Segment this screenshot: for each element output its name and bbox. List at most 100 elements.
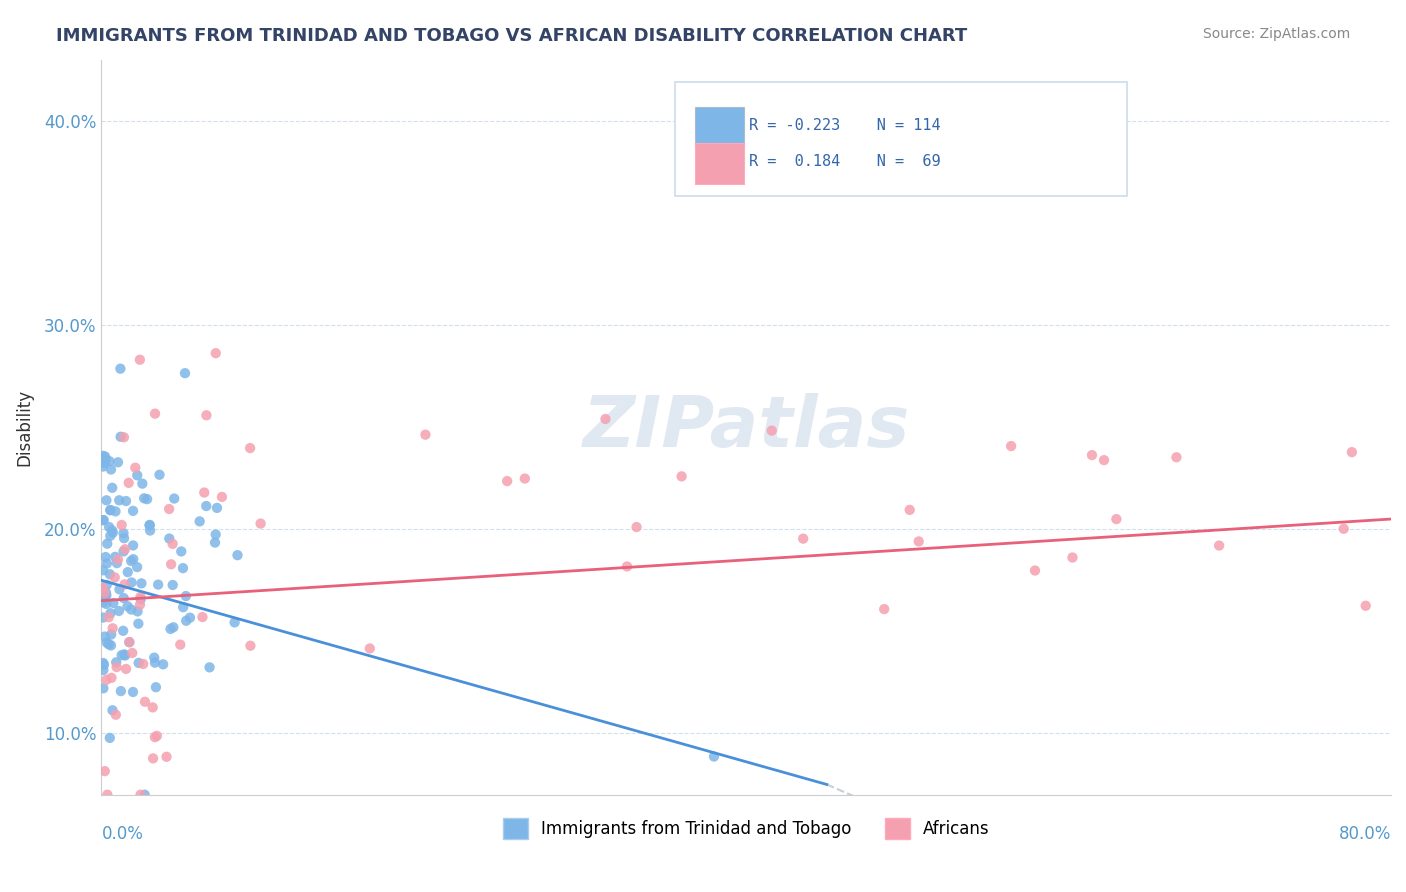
Point <box>136 492 159 507</box>
Point <box>110 684 132 698</box>
Text: R = -0.223    N = 114: R = -0.223 N = 114 <box>749 119 941 133</box>
Point <box>100 607 122 621</box>
Point <box>134 491 156 506</box>
Point <box>616 559 638 574</box>
Point <box>91 581 114 595</box>
Point <box>93 630 115 644</box>
Point <box>249 516 271 531</box>
Point <box>1092 453 1115 467</box>
Point <box>101 621 124 635</box>
Point <box>138 517 160 532</box>
Point <box>198 660 221 674</box>
Point <box>94 549 117 564</box>
Point <box>131 476 153 491</box>
Point <box>1340 445 1362 459</box>
Point <box>142 751 165 765</box>
Point <box>143 656 166 670</box>
Point <box>122 504 145 518</box>
Point <box>91 563 114 577</box>
Point <box>138 518 160 533</box>
Point <box>111 648 134 662</box>
Point <box>112 430 135 444</box>
Point <box>98 503 121 517</box>
Point <box>120 602 142 616</box>
Point <box>204 535 226 549</box>
Point <box>703 749 725 764</box>
Point <box>91 459 114 474</box>
Point <box>239 441 262 455</box>
Point <box>117 599 139 614</box>
Point <box>239 639 262 653</box>
Point <box>97 610 120 624</box>
Point <box>112 531 135 545</box>
Point <box>1105 512 1128 526</box>
Text: 0.0%: 0.0% <box>101 825 143 843</box>
Point <box>146 729 169 743</box>
Point <box>170 544 193 558</box>
Point <box>100 627 122 641</box>
Point <box>1081 448 1104 462</box>
FancyBboxPatch shape <box>675 82 1126 195</box>
Text: IMMIGRANTS FROM TRINIDAD AND TOBAGO VS AFRICAN DISABILITY CORRELATION CHART: IMMIGRANTS FROM TRINIDAD AND TOBAGO VS A… <box>56 27 967 45</box>
Point <box>143 407 166 421</box>
Point <box>163 491 186 506</box>
Point <box>93 513 115 527</box>
Point <box>96 788 118 802</box>
Point <box>1354 599 1376 613</box>
Point <box>129 590 152 604</box>
Point <box>160 558 183 572</box>
Point <box>93 657 115 672</box>
Point <box>118 635 141 649</box>
Point <box>114 648 136 663</box>
Point <box>169 638 191 652</box>
Point <box>101 703 124 717</box>
Point <box>104 504 127 518</box>
Point <box>112 591 135 605</box>
Point <box>179 610 201 624</box>
Point <box>162 578 184 592</box>
Point <box>115 494 138 508</box>
Point <box>129 598 152 612</box>
Point <box>226 548 249 562</box>
Point <box>97 637 120 651</box>
Point <box>91 663 114 677</box>
Point <box>96 673 118 687</box>
Point <box>128 656 150 670</box>
Point <box>94 591 117 605</box>
Point <box>104 707 127 722</box>
Point <box>117 565 139 579</box>
Point <box>211 490 233 504</box>
Point <box>96 557 118 571</box>
Point <box>98 731 121 745</box>
Point <box>513 471 536 485</box>
Point <box>94 450 117 464</box>
Point <box>159 622 181 636</box>
Point <box>146 577 169 591</box>
Point <box>671 469 693 483</box>
Point <box>143 650 166 665</box>
Point <box>204 346 226 360</box>
Point <box>195 409 218 423</box>
FancyBboxPatch shape <box>695 144 744 184</box>
Point <box>96 493 118 508</box>
Point <box>1333 522 1355 536</box>
Point <box>359 641 381 656</box>
Point <box>132 657 155 671</box>
Point <box>124 460 146 475</box>
Point <box>107 455 129 469</box>
Point <box>1000 439 1022 453</box>
Point <box>96 537 118 551</box>
Point <box>112 526 135 541</box>
Point <box>174 614 197 628</box>
Point <box>792 532 814 546</box>
Point <box>114 542 136 557</box>
Point <box>139 524 162 538</box>
Point <box>91 595 114 609</box>
Point <box>110 361 132 376</box>
Point <box>129 592 152 607</box>
Point <box>91 513 114 527</box>
Point <box>98 529 121 543</box>
Point <box>105 660 128 674</box>
Point <box>193 485 215 500</box>
Text: ZIPatlas: ZIPatlas <box>582 392 910 462</box>
